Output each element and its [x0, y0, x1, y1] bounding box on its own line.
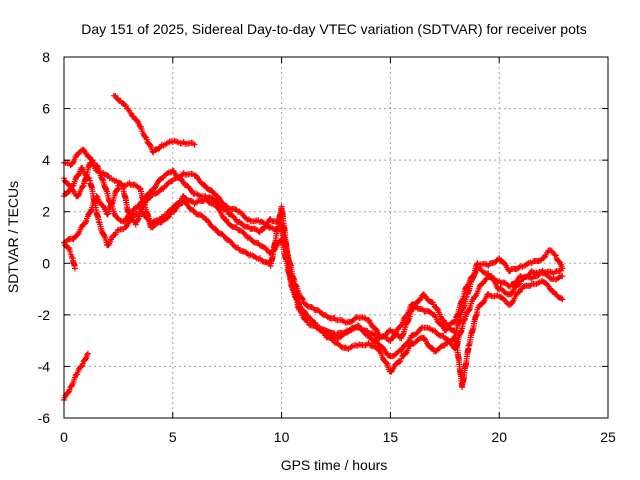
chart-title: Day 151 of 2025, Sidereal Day-to-day VTE…	[81, 21, 587, 37]
grid	[64, 57, 608, 418]
series-track-3	[111, 92, 198, 156]
y-tick-label: 0	[42, 255, 50, 271]
x-tick-label: 25	[600, 429, 616, 445]
series-marks	[111, 92, 198, 156]
y-tick-label: 4	[42, 152, 50, 168]
series-track-5	[61, 159, 566, 360]
series-track-4	[61, 146, 566, 344]
series-marks	[61, 146, 566, 344]
x-tick-label: 0	[60, 429, 68, 445]
x-tick-label: 20	[491, 429, 507, 445]
x-tick-label: 15	[383, 429, 399, 445]
y-tick-label: 6	[42, 101, 50, 117]
series-track-7	[61, 180, 566, 342]
y-tick-label: 8	[42, 49, 50, 65]
x-tick-label: 5	[169, 429, 177, 445]
plot-frame	[63, 56, 609, 419]
data-marks	[61, 92, 566, 403]
series-track-1	[61, 350, 91, 403]
y-tick-label: -6	[38, 410, 51, 426]
axis-ticks: 0 5 10 15 20 25 -6 -4 -2 0 2 4 6 8	[38, 49, 616, 445]
series-marks	[61, 180, 566, 342]
series-marks	[61, 350, 91, 403]
y-tick-label: -4	[38, 358, 51, 374]
y-axis-label: SDTVAR / TECUs	[5, 181, 21, 293]
x-axis-label: GPS time / hours	[281, 457, 388, 473]
series-marks	[61, 159, 566, 360]
y-tick-label: -2	[38, 307, 51, 323]
x-tick-label: 10	[274, 429, 290, 445]
y-tick-label: 2	[42, 204, 50, 220]
